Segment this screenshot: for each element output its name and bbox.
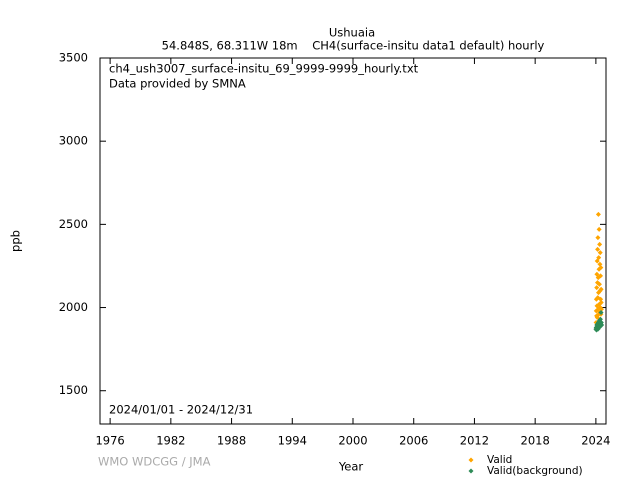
point — [598, 273, 604, 279]
point — [595, 235, 601, 241]
point — [597, 250, 603, 256]
point — [598, 296, 604, 302]
y-tick-label: 3000 — [59, 134, 88, 148]
point — [595, 246, 601, 252]
point — [596, 281, 602, 287]
point — [594, 285, 600, 291]
x-tick-label: 2024 — [581, 434, 610, 448]
x-tick-label: 1982 — [156, 434, 185, 448]
y-tick-label: 3500 — [59, 51, 88, 65]
point — [598, 300, 604, 306]
point — [596, 226, 602, 232]
x-tick-label: 2018 — [521, 434, 550, 448]
x-axis-label: Year — [338, 460, 364, 474]
legend-label: Valid(background) — [487, 465, 583, 477]
x-tick-label: 1988 — [217, 434, 246, 448]
point — [596, 255, 602, 261]
legend-label: Valid — [487, 454, 512, 466]
point — [597, 241, 603, 247]
x-tick-label: 2006 — [399, 434, 428, 448]
legend-marker — [468, 468, 474, 474]
y-tick-label: 2000 — [59, 300, 88, 314]
y-tick-label: 2500 — [59, 217, 88, 231]
plot-border — [99, 57, 607, 425]
point — [598, 286, 604, 292]
point — [598, 306, 604, 312]
point — [598, 310, 604, 316]
x-tick-label: 2012 — [460, 434, 489, 448]
chart-subtitle: 54.848S, 68.311W 18m CH4(surface-insitu … — [162, 39, 545, 53]
annotation: ch4_ush3007_surface-insitu_69_9999-9999_… — [109, 62, 419, 76]
annotation: Data provided by SMNA — [109, 77, 246, 91]
point — [598, 265, 604, 271]
x-tick-label: 1994 — [278, 434, 307, 448]
legend-marker — [468, 457, 474, 463]
x-tick-label: 1976 — [95, 434, 124, 448]
y-axis-label: ppb — [9, 230, 23, 252]
credit: WMO WDCGG / JMA — [98, 455, 211, 469]
chart-title: Ushuaia — [329, 26, 375, 40]
y-tick-label: 1500 — [59, 383, 88, 397]
point — [595, 211, 601, 217]
x-tick-label: 2000 — [338, 434, 367, 448]
annotation: 2024/01/01 - 2024/12/31 — [109, 403, 253, 417]
point — [599, 322, 605, 328]
